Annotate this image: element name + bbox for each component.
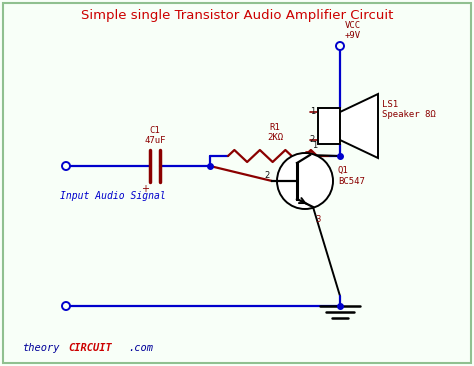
Text: +: + (141, 184, 149, 194)
Text: 2: 2 (310, 135, 315, 145)
Text: CIRCUIT: CIRCUIT (68, 343, 112, 353)
Text: 1: 1 (310, 108, 315, 116)
Text: theory: theory (22, 343, 60, 353)
Text: Simple single Transistor Audio Amplifier Circuit: Simple single Transistor Audio Amplifier… (81, 10, 393, 22)
Text: +9V: +9V (345, 31, 361, 41)
Text: C1
47uF: C1 47uF (144, 126, 166, 145)
Polygon shape (340, 94, 378, 158)
Circle shape (277, 153, 333, 209)
Text: .com: .com (128, 343, 153, 353)
Text: LS1
Speaker 8Ω: LS1 Speaker 8Ω (382, 100, 436, 119)
Text: Q1
BC547: Q1 BC547 (338, 166, 365, 186)
Polygon shape (318, 108, 340, 144)
Text: VCC: VCC (345, 22, 361, 30)
Text: 3: 3 (315, 215, 320, 224)
Text: 2: 2 (265, 171, 270, 180)
FancyBboxPatch shape (3, 3, 471, 363)
Text: 1: 1 (312, 141, 317, 150)
Text: R1
2KΩ: R1 2KΩ (267, 123, 283, 142)
Text: Input Audio Signal: Input Audio Signal (60, 191, 166, 201)
